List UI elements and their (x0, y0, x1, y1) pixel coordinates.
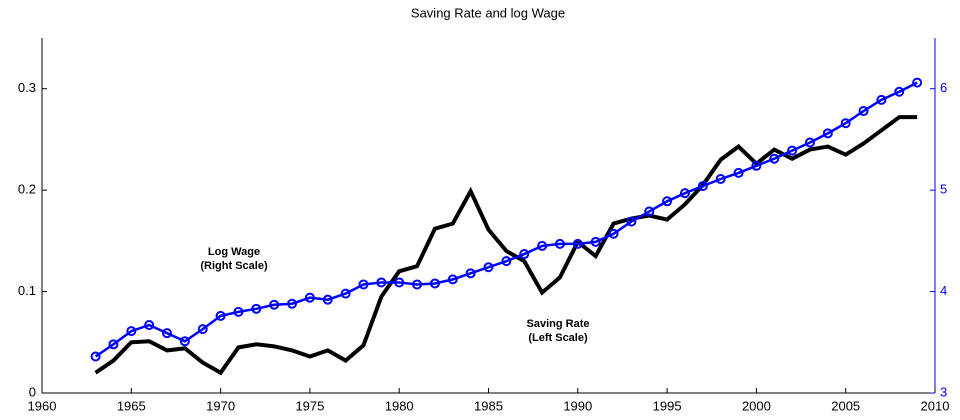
annotation: (Right Scale) (200, 260, 268, 272)
y2-tick-label: 5 (940, 182, 947, 197)
chart-title: Saving Rate and log Wage (411, 5, 565, 20)
y2-tick-label: 4 (940, 283, 947, 298)
marker (287, 298, 298, 309)
y2-tick-label: 6 (940, 80, 947, 95)
marker (679, 188, 690, 199)
x-tick-label: 2000 (742, 398, 771, 413)
marker (412, 279, 423, 290)
y2-tick-label: 3 (940, 384, 947, 399)
marker (197, 324, 208, 335)
marker (108, 339, 119, 350)
marker (697, 181, 708, 192)
marker (90, 351, 101, 362)
marker (715, 173, 726, 184)
marker (269, 299, 280, 310)
marker (751, 160, 762, 171)
x-tick-label: 1980 (385, 398, 414, 413)
x-tick-label: 1970 (206, 398, 235, 413)
marker (572, 238, 583, 249)
marker (644, 206, 655, 217)
marker (251, 303, 262, 314)
x-tick-label: 1985 (474, 398, 503, 413)
marker (394, 277, 405, 288)
y-tick-label: 0.3 (18, 80, 36, 95)
annotation: Log Wage (208, 246, 260, 258)
marker (483, 262, 494, 273)
y-tick-label: 0 (29, 384, 36, 399)
marker (858, 106, 869, 117)
marker (554, 238, 565, 249)
marker (304, 292, 315, 303)
marker (822, 128, 833, 139)
marker (162, 328, 173, 339)
marker (447, 274, 458, 285)
x-tick-label: 1975 (295, 398, 324, 413)
annotation: (Left Scale) (528, 332, 588, 344)
marker (179, 336, 190, 347)
x-tick-label: 1960 (28, 398, 57, 413)
x-tick-label: 1990 (563, 398, 592, 413)
series-line (94, 115, 918, 376)
marker (804, 137, 815, 148)
marker (215, 310, 226, 321)
x-tick-label: 2010 (921, 398, 950, 413)
marker (233, 306, 244, 317)
marker (662, 196, 673, 207)
marker (787, 145, 798, 156)
marker (322, 294, 333, 305)
marker (358, 279, 369, 290)
marker (590, 236, 601, 247)
marker (465, 268, 476, 279)
series-line (94, 81, 918, 358)
x-tick-label: 2005 (831, 398, 860, 413)
y-tick-label: 0.2 (18, 182, 36, 197)
marker (626, 216, 637, 227)
marker (429, 278, 440, 289)
marker (912, 77, 923, 88)
marker (126, 326, 137, 337)
marker (840, 118, 851, 129)
marker (537, 240, 548, 251)
y-tick-label: 0.1 (18, 283, 36, 298)
x-tick-label: 1965 (117, 398, 146, 413)
marker (340, 288, 351, 299)
marker (501, 256, 512, 267)
marker (894, 86, 905, 97)
x-tick-label: 1995 (653, 398, 682, 413)
marker (876, 94, 887, 105)
marker (144, 320, 155, 331)
marker (769, 153, 780, 164)
marker (376, 277, 387, 288)
marker (519, 249, 530, 260)
marker (608, 228, 619, 239)
marker (733, 167, 744, 178)
annotation: Saving Rate (527, 318, 590, 330)
